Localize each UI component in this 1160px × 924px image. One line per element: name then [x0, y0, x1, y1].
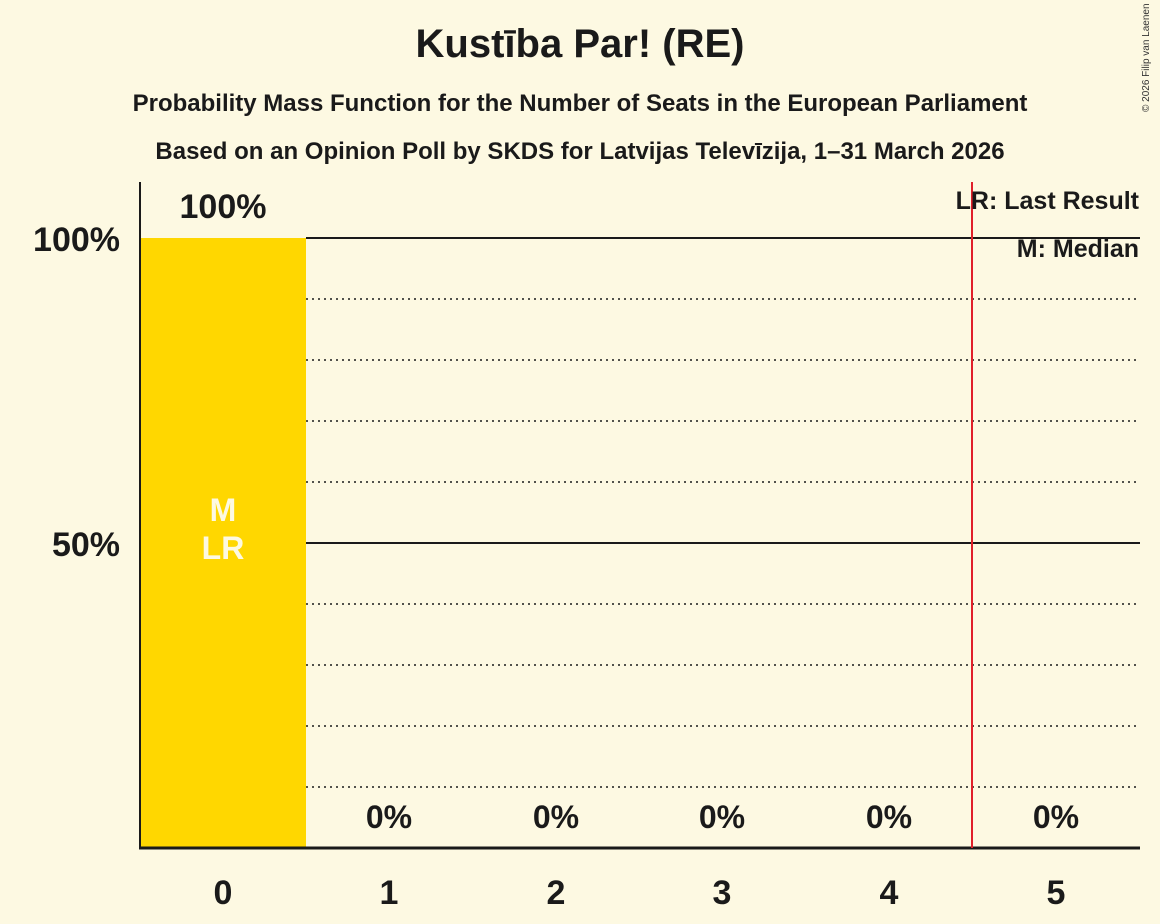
- gridlines: [306, 298, 1140, 788]
- last-result-marker: LR: [202, 530, 245, 566]
- bar-0: [140, 238, 306, 848]
- legend-last-result: LR: Last Result: [956, 187, 1140, 215]
- value-label-1: 0%: [366, 799, 412, 835]
- x-tick-4: 4: [880, 874, 899, 912]
- x-tick-5: 5: [1047, 874, 1066, 912]
- value-label-2: 0%: [533, 799, 579, 835]
- x-tick-3: 3: [713, 874, 732, 912]
- legend-median: M: Median: [1017, 235, 1139, 263]
- y-tick-100: 100%: [33, 221, 120, 259]
- value-label-4: 0%: [866, 799, 912, 835]
- x-tick-0: 0: [214, 874, 233, 912]
- value-label-0: 100%: [180, 188, 267, 226]
- chart-title: Kustība Par! (RE): [415, 22, 745, 66]
- value-label-5: 0%: [1033, 799, 1079, 835]
- chart-source: Based on an Opinion Poll by SKDS for Lat…: [155, 138, 1005, 165]
- y-tick-50: 50%: [52, 526, 120, 564]
- x-tick-2: 2: [547, 874, 566, 912]
- median-marker: M: [210, 492, 237, 528]
- chart-subtitle: Probability Mass Function for the Number…: [132, 90, 1028, 117]
- x-tick-1: 1: [380, 874, 399, 912]
- value-label-3: 0%: [699, 799, 745, 835]
